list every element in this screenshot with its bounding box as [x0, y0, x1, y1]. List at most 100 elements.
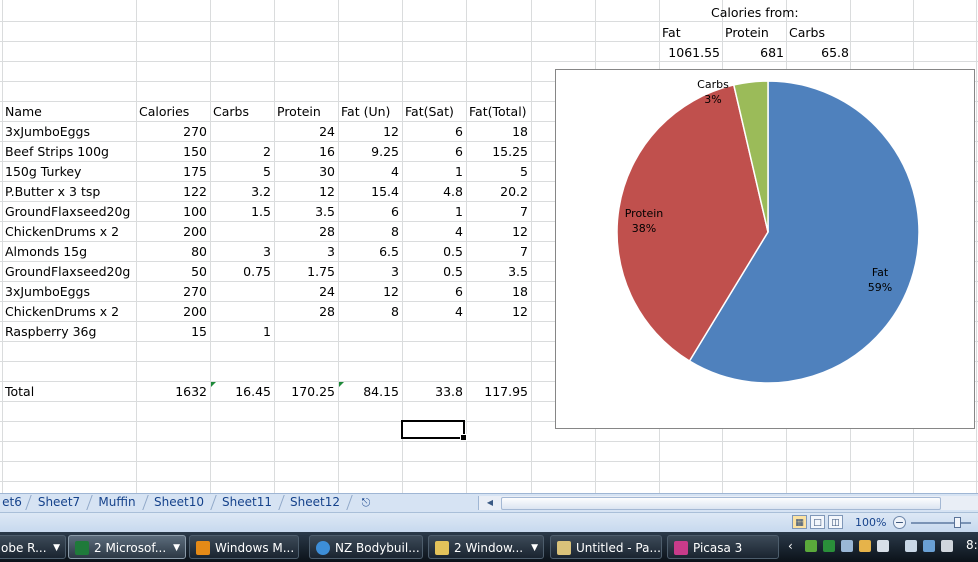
- table-cell[interactable]: 15: [191, 324, 207, 339]
- column-header-fat-un[interactable]: Fat (Un): [341, 104, 391, 119]
- table-cell[interactable]: [210, 222, 271, 241]
- table-cell[interactable]: 6: [391, 204, 399, 219]
- table-cell[interactable]: 7: [520, 244, 528, 259]
- pie-slice-carbs[interactable]: [732, 80, 769, 233]
- tray-network-icon[interactable]: [841, 540, 853, 552]
- food-name-cell[interactable]: Raspberry 36g: [5, 324, 97, 339]
- column-header-calories[interactable]: Calories: [139, 104, 190, 119]
- table-cell[interactable]: 18: [512, 284, 528, 299]
- table-cell[interactable]: 28: [319, 304, 335, 319]
- table-cell[interactable]: 18: [512, 124, 528, 139]
- scroll-left-arrow-icon[interactable]: ◀: [486, 498, 494, 507]
- table-cell[interactable]: 30: [319, 164, 335, 179]
- zoom-slider-thumb[interactable]: [954, 517, 961, 528]
- table-cell[interactable]: 12: [512, 224, 528, 239]
- table-cell[interactable]: 0.75: [243, 264, 271, 279]
- pie-slice-fat[interactable]: [688, 80, 920, 384]
- zoom-level[interactable]: 100%: [855, 516, 887, 529]
- food-name-cell[interactable]: ChickenDrums x 2: [5, 224, 120, 239]
- tray-display-icon[interactable]: [905, 540, 917, 552]
- table-cell[interactable]: 3: [391, 264, 399, 279]
- table-cell[interactable]: 3: [263, 244, 271, 259]
- taskbar-picasa[interactable]: Picasa 3: [667, 535, 779, 559]
- table-cell[interactable]: 270: [183, 284, 207, 299]
- pie-slice-protein[interactable]: [616, 84, 769, 363]
- tray-sync-icon[interactable]: [859, 540, 871, 552]
- zoom-slider-track[interactable]: [911, 522, 971, 524]
- table-cell[interactable]: 12: [383, 284, 399, 299]
- table-cell[interactable]: 3.2: [251, 184, 271, 199]
- tray-expand-icon[interactable]: ‹: [788, 539, 793, 553]
- table-cell[interactable]: 20.2: [500, 184, 528, 199]
- table-cell[interactable]: [338, 322, 399, 341]
- active-cell-selection[interactable]: [401, 420, 467, 441]
- table-cell[interactable]: 5: [263, 164, 271, 179]
- table-cell[interactable]: 0.5: [443, 244, 463, 259]
- column-header-carbs[interactable]: Carbs: [213, 104, 249, 119]
- food-name-cell[interactable]: GroundFlaxseed20g: [5, 204, 131, 219]
- table-cell[interactable]: 6.5: [379, 244, 399, 259]
- table-cell[interactable]: 4.8: [443, 184, 463, 199]
- table-cell[interactable]: [402, 322, 463, 341]
- table-cell[interactable]: 1: [263, 324, 271, 339]
- table-cell[interactable]: 28: [319, 224, 335, 239]
- table-cell[interactable]: 5: [520, 164, 528, 179]
- table-cell[interactable]: 0.5: [443, 264, 463, 279]
- table-cell[interactable]: 1.75: [307, 264, 335, 279]
- error-indicator-calories-total[interactable]: [211, 382, 216, 387]
- worksheet-grid[interactable]: Calories from: Fat Protein Carbs 1061.55…: [0, 0, 978, 493]
- table-cell[interactable]: 4: [391, 164, 399, 179]
- table-cell[interactable]: 122: [183, 184, 207, 199]
- zoom-out-button[interactable]: −: [893, 516, 906, 529]
- taskbar-windows-explorer[interactable]: 2 Window... ▼: [428, 535, 544, 559]
- page-layout-view-icon[interactable]: □: [810, 515, 825, 529]
- table-cell[interactable]: 24: [319, 284, 335, 299]
- table-cell[interactable]: [274, 322, 335, 341]
- table-cell[interactable]: [210, 302, 271, 321]
- table-cell[interactable]: 9.25: [371, 144, 399, 159]
- table-cell[interactable]: 1.5: [251, 204, 271, 219]
- total-cell[interactable]: 16.45: [235, 384, 271, 399]
- table-cell[interactable]: [466, 322, 528, 341]
- table-cell[interactable]: 3: [327, 244, 335, 259]
- table-cell[interactable]: 6: [455, 124, 463, 139]
- calories-pie-chart[interactable]: Carbs 3% Protein 38% Fat 59%: [555, 69, 975, 429]
- total-label[interactable]: Total: [5, 384, 35, 399]
- tray-security-icon[interactable]: [805, 540, 817, 552]
- table-cell[interactable]: [210, 122, 271, 141]
- table-cell[interactable]: 200: [183, 304, 207, 319]
- table-cell[interactable]: 80: [191, 244, 207, 259]
- table-cell[interactable]: 150: [183, 144, 207, 159]
- table-cell[interactable]: 15.4: [371, 184, 399, 199]
- total-cell[interactable]: 84.15: [363, 384, 399, 399]
- table-cell[interactable]: 8: [391, 224, 399, 239]
- table-cell[interactable]: 6: [455, 284, 463, 299]
- tab-sheet12[interactable]: Sheet12: [290, 495, 340, 509]
- table-cell[interactable]: 1: [455, 164, 463, 179]
- table-cell[interactable]: 270: [183, 124, 207, 139]
- table-cell[interactable]: 100: [183, 204, 207, 219]
- column-header-protein[interactable]: Protein: [277, 104, 321, 119]
- total-cell[interactable]: 33.8: [435, 384, 463, 399]
- fill-handle[interactable]: [460, 434, 467, 441]
- tab-sheet7[interactable]: Sheet7: [37, 495, 81, 509]
- tab-muffin[interactable]: Muffin: [98, 495, 136, 509]
- table-cell[interactable]: 1: [455, 204, 463, 219]
- table-cell[interactable]: 8: [391, 304, 399, 319]
- table-cell[interactable]: 3.5: [315, 204, 335, 219]
- table-cell[interactable]: 16: [319, 144, 335, 159]
- table-cell[interactable]: 12: [383, 124, 399, 139]
- table-cell[interactable]: 6: [455, 144, 463, 159]
- total-cell[interactable]: 1632: [175, 384, 207, 399]
- food-name-cell[interactable]: Beef Strips 100g: [5, 144, 109, 159]
- table-cell[interactable]: 4: [455, 224, 463, 239]
- taskbar-adobe-reader[interactable]: obe R... ▼: [0, 535, 66, 559]
- insert-sheet-icon[interactable]: ⎋: [361, 496, 371, 509]
- tab-sheet11[interactable]: Sheet11: [222, 495, 272, 509]
- table-cell[interactable]: 12: [512, 304, 528, 319]
- horizontal-scroll-thumb[interactable]: [501, 497, 941, 510]
- table-cell[interactable]: 15.25: [492, 144, 528, 159]
- food-name-cell[interactable]: GroundFlaxseed20g: [5, 264, 131, 279]
- taskbar-microsoft-excel[interactable]: 2 Microsof... ▼: [68, 535, 186, 559]
- food-name-cell[interactable]: 3xJumboEggs: [5, 284, 90, 299]
